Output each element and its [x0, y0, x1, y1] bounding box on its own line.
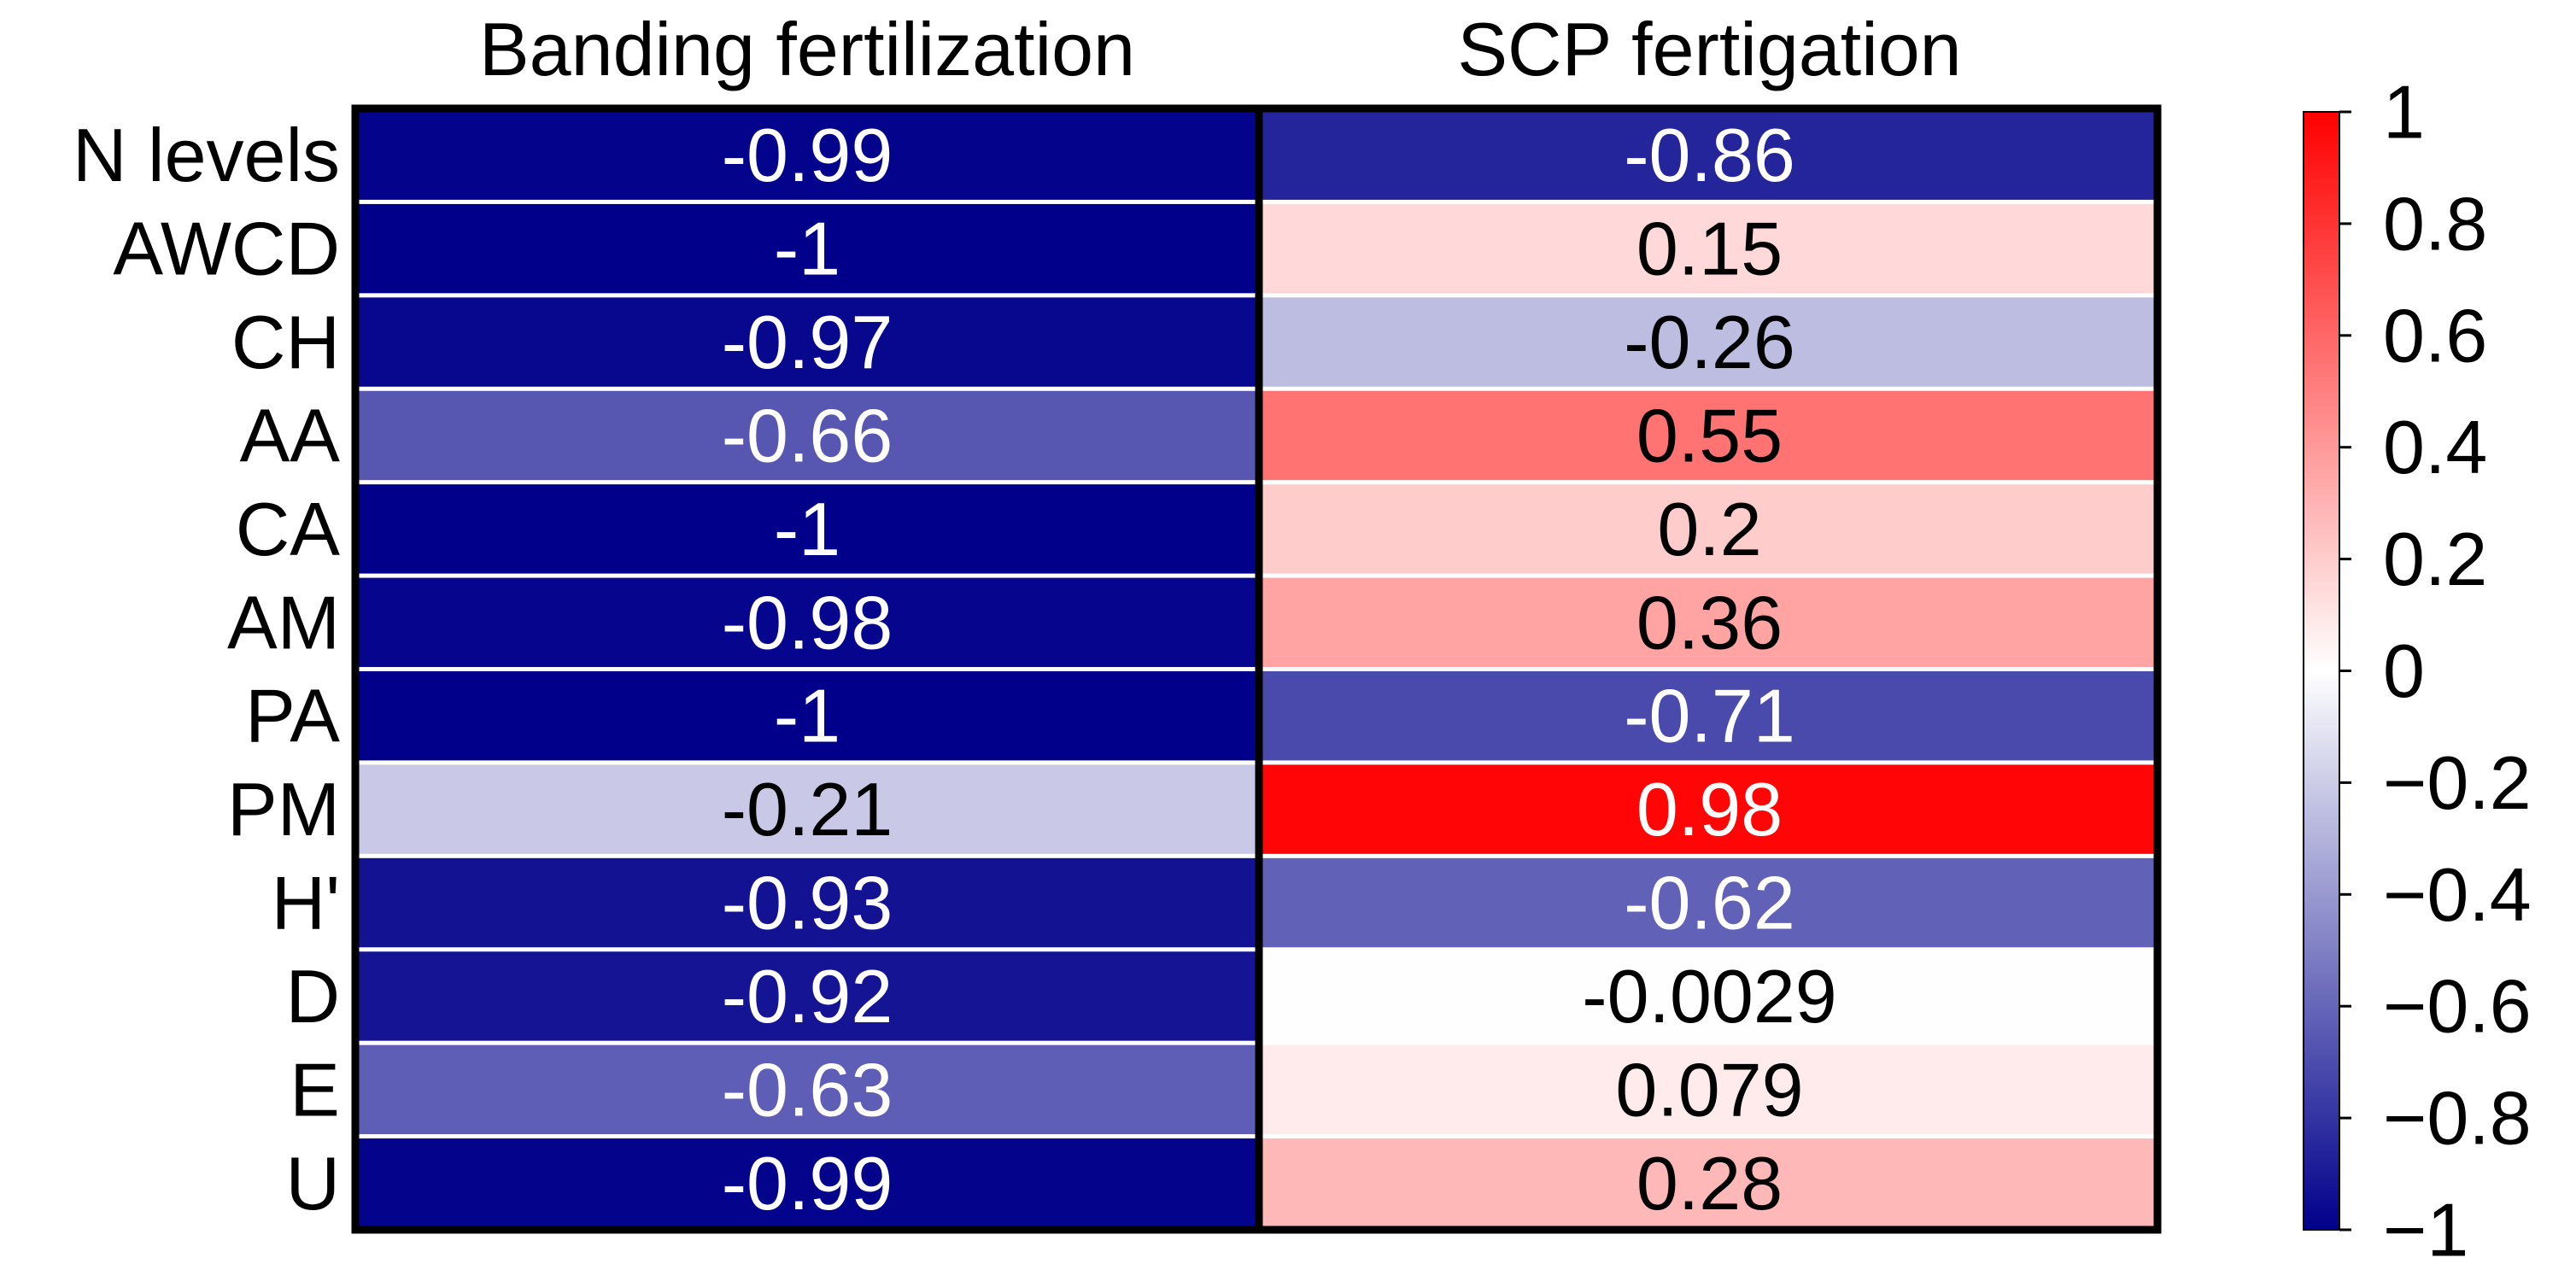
row-label: N levels: [73, 113, 340, 197]
heatmap-cells: -0.99 -0.86 -1 0.15 -0.97 -0.26 -0.66 0.55 -1 0.2…: [355, 108, 2159, 1230]
heatmap-cell: [355, 1138, 1259, 1230]
colorbar-tick-label: 0.2: [2383, 517, 2487, 601]
colorbar-tick-label: −0.6: [2383, 964, 2532, 1049]
cell-value-label: 0.2: [1657, 487, 1761, 571]
heatmap-cell: [1260, 857, 2159, 948]
heatmap-cell: [1260, 1044, 2159, 1135]
heatmap-cell: [1260, 203, 2159, 294]
heatmap-cell: [1260, 1138, 2159, 1230]
cell-value-label: -0.92: [722, 954, 893, 1038]
cell-value-label: -0.98: [722, 580, 893, 664]
heatmap-cell: [355, 857, 1259, 948]
heatmap-cell: [1260, 577, 2159, 667]
heatmap-cell: [355, 390, 1259, 481]
cell-value-label: -0.66: [722, 393, 893, 477]
colorbar-tick-label: 0: [2383, 629, 2425, 713]
column-header: Banding fertilization: [479, 7, 1135, 91]
row-label: U: [285, 1141, 340, 1226]
row-label: H': [272, 861, 340, 945]
heatmap-cell: [355, 764, 1259, 854]
colorbar-tick-label: −0.4: [2383, 852, 2532, 937]
cell-value-label: -0.62: [1624, 861, 1795, 945]
cell-value-label: 0.55: [1636, 393, 1783, 477]
colorbar-tick-label: −0.8: [2383, 1076, 2532, 1161]
cell-value-label: -0.26: [1624, 300, 1795, 384]
cell-value-label: -0.21: [722, 767, 893, 851]
row-label: PA: [245, 674, 340, 758]
row-labels: N levels AWCD CH AA CA AM PA PM H' DEU: [73, 113, 340, 1226]
row-label: E: [290, 1047, 340, 1132]
heatmap-cell: [1260, 390, 2159, 481]
row-label: AA: [240, 393, 341, 477]
row-label: AM: [227, 580, 340, 664]
cell-value-label: 0.98: [1636, 767, 1783, 851]
cell-value-label: 0.36: [1636, 580, 1783, 664]
cell-value-label: -0.99: [722, 1141, 893, 1226]
heatmap-cell: [1260, 951, 2159, 1041]
row-label: CA: [236, 487, 341, 571]
cell-value-label: -0.63: [722, 1047, 893, 1132]
cell-value-label: -1: [774, 487, 840, 571]
column-headers: Banding fertilization SCP fertigation: [479, 7, 1962, 91]
row-label: PM: [227, 767, 340, 851]
cell-value-label: 0.15: [1636, 207, 1783, 291]
colorbar-tick-label: 0.6: [2383, 293, 2487, 377]
cell-value-label: -1: [774, 674, 840, 758]
heatmap-cell: [355, 108, 1259, 200]
colorbar-tick-label: 1: [2383, 70, 2425, 155]
heatmap-cell: [355, 577, 1259, 667]
heatmap-cell: [1260, 297, 2159, 387]
cell-value-label: -0.71: [1624, 674, 1795, 758]
heatmap-cell: [1260, 108, 2159, 200]
cell-value-label: -0.93: [722, 861, 893, 945]
heatmap-cell: [355, 671, 1259, 761]
colorbar: 1 0.8 0.6 0.4 0.2 0 −0.2 −0.4 −0.6 −0.8 −1: [2303, 70, 2532, 1272]
colorbar-tick-label: −1: [2383, 1188, 2468, 1272]
column-header: SCP fertigation: [1457, 7, 1961, 91]
cell-value-label: 0.079: [1615, 1047, 1803, 1132]
heatmap-cell: [1260, 484, 2159, 574]
colorbar-tick-label: 0.4: [2383, 405, 2487, 489]
heatmap-cell: [355, 951, 1259, 1041]
heatmap-cell: [1260, 671, 2159, 761]
cell-value-label: -0.97: [722, 300, 893, 384]
row-label: D: [285, 954, 340, 1038]
colorbar-tick-label: −0.2: [2383, 740, 2532, 825]
row-label: AWCD: [113, 207, 340, 291]
cell-value-label: -0.0029: [1582, 954, 1836, 1038]
cell-value-label: -0.86: [1624, 113, 1795, 197]
cell-value-label: 0.28: [1636, 1141, 1783, 1226]
heatmap-cell: [355, 1044, 1259, 1135]
heatmap-cell: [1260, 764, 2159, 854]
colorbar-gradient: [2303, 111, 2340, 1231]
colorbar-tick-label: 0.8: [2383, 181, 2487, 266]
heatmap-cell: [355, 203, 1259, 294]
row-label: CH: [231, 300, 340, 384]
cell-value-label: -1: [774, 207, 840, 291]
column-frames: [351, 104, 2162, 1234]
heatmap-cell: [355, 484, 1259, 574]
cell-value-label: -0.99: [722, 113, 893, 197]
heatmap-cell: [355, 297, 1259, 387]
